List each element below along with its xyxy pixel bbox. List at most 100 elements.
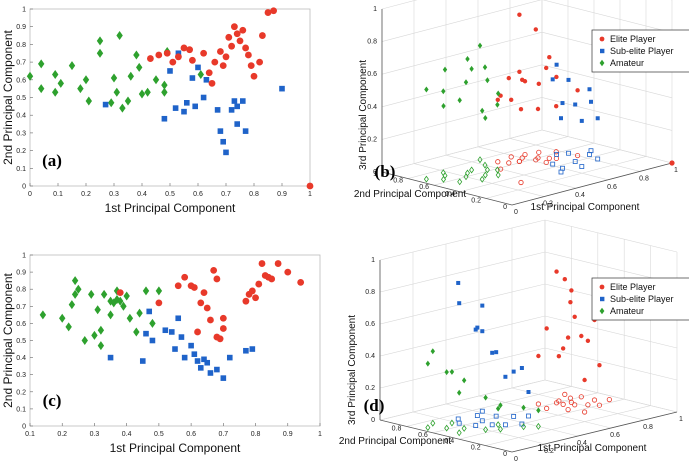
floor-projection-sub-elite <box>502 422 508 428</box>
data-point-amateur <box>133 327 140 337</box>
data-point-elite <box>242 44 250 52</box>
grid-line <box>412 411 546 445</box>
data-point-amateur <box>461 377 467 384</box>
data-point-amateur <box>100 289 108 299</box>
data-point-amateur <box>82 75 90 85</box>
data-point-elite <box>585 338 591 343</box>
data-point-sub-elite <box>181 108 187 115</box>
floor-projection-sub-elite <box>526 413 531 419</box>
data-point-elite <box>597 363 602 368</box>
y-tick-label: 1 <box>373 171 377 178</box>
floor-projection-elite <box>506 160 512 166</box>
data-point-amateur <box>469 65 474 72</box>
y-tick-label: 1 <box>22 253 26 260</box>
data-point-amateur <box>149 318 156 328</box>
data-point-sub-elite <box>168 329 175 335</box>
floor-projection-elite <box>565 406 571 413</box>
floor-projection-amateur <box>494 166 500 174</box>
floor-projection-sub-elite <box>588 148 594 154</box>
legend-marker-amateur <box>599 59 605 67</box>
floor-projection-amateur <box>430 419 436 427</box>
data-point-sub-elite <box>192 103 198 110</box>
y-tick-label: 0.2 <box>471 197 481 204</box>
data-point-amateur <box>155 286 163 296</box>
z-tick-label: 0.6 <box>367 71 377 78</box>
z-tick-label: 0 <box>371 417 375 424</box>
data-point-sub-elite <box>480 329 485 334</box>
floor-projection-amateur <box>479 175 485 183</box>
floor-projection-elite <box>535 401 542 407</box>
data-point-elite <box>535 106 541 112</box>
chart-panel-b: 00.20.40.60.8100.20.40.60.8100.20.40.60.… <box>354 0 689 216</box>
data-point-amateur <box>441 103 446 109</box>
grid-line <box>541 129 673 164</box>
data-point-amateur <box>483 115 488 122</box>
floor-projection-sub-elite <box>489 422 495 428</box>
grid-line <box>541 64 673 99</box>
floor-projection-amateur <box>483 426 489 434</box>
x-tick-label: 0.2 <box>81 191 91 198</box>
x-tick-label: 0.8 <box>251 431 261 438</box>
data-point-sub-elite <box>503 374 508 379</box>
data-point-elite <box>245 51 252 59</box>
x-tick-label: 0 <box>514 456 518 463</box>
y-tick-label: 0.3 <box>16 372 26 379</box>
data-point-sub-elite <box>184 100 190 106</box>
chart-panel-a: 0 0.1 0.2 0.3 0.4 0.5 0.6 0.7 0.8 0.9 1 0 0.1 0.2 0.3 0… <box>1 7 314 215</box>
x-tick-label: 0.3 <box>109 191 119 198</box>
data-point-amateur <box>71 276 79 286</box>
z-tick-label: 0.4 <box>367 104 377 111</box>
x-tick-label: 0.9 <box>283 431 293 438</box>
data-point-sub-elite <box>214 107 221 113</box>
data-point-sub-elite <box>204 359 211 366</box>
floor-projection-amateur <box>482 171 488 179</box>
floor-projection-amateur <box>425 424 431 432</box>
data-point-elite <box>572 314 577 319</box>
floor-projection-amateur <box>449 419 455 427</box>
floor-projection-amateur <box>461 424 467 432</box>
data-point-elite <box>247 62 255 70</box>
data-point-sub-elite <box>207 370 214 376</box>
x-tick-label: 0.7 <box>218 431 228 438</box>
data-point-elite <box>565 335 571 340</box>
floor-projection-elite <box>536 149 542 155</box>
data-point-amateur <box>482 64 488 71</box>
data-point-amateur <box>59 313 66 323</box>
data-point-amateur <box>521 404 526 411</box>
data-point-amateur <box>449 368 455 375</box>
legend-marker-amateur <box>599 307 605 315</box>
floor-projection-amateur <box>535 422 541 430</box>
data-point-amateur <box>133 50 140 60</box>
x-axis-label: 1st Principal Component <box>110 441 241 455</box>
x-tick-label: 0.5 <box>165 191 175 198</box>
data-point-amateur <box>425 360 431 367</box>
data-point-elite <box>180 44 188 52</box>
grid-line <box>381 0 418 10</box>
z-tick-label: 0.4 <box>365 353 375 360</box>
x-tick-label: 0.1 <box>25 431 35 438</box>
data-point-amateur <box>152 75 160 85</box>
data-point-amateur <box>126 313 134 323</box>
x-tick-label: 0.7 <box>221 191 231 198</box>
x-tick-label: 0.2 <box>544 448 554 455</box>
data-point-sub-elite <box>560 101 565 106</box>
data-point-amateur <box>485 77 490 84</box>
floor-projection-elite <box>556 398 562 404</box>
data-point-amateur <box>197 69 204 79</box>
data-point-sub-elite <box>579 118 584 123</box>
legend-label: Sub-elite Player <box>610 294 674 304</box>
data-point-amateur <box>116 31 123 41</box>
x-tick-label: 0 <box>28 191 32 198</box>
data-point-amateur <box>495 101 500 108</box>
data-point-sub-elite <box>226 354 233 361</box>
y-tick-label: 0.9 <box>16 24 26 31</box>
floor-projection-elite <box>560 401 566 407</box>
floor-projection-amateur <box>440 169 446 177</box>
data-point-amateur <box>117 296 124 306</box>
data-point-elite <box>200 289 208 297</box>
floor-projection-sub-elite <box>493 413 499 419</box>
y-tick-label: 0.7 <box>16 60 26 67</box>
data-point-amateur <box>123 291 130 301</box>
data-point-elite <box>506 75 511 81</box>
data-point-elite <box>175 53 182 61</box>
